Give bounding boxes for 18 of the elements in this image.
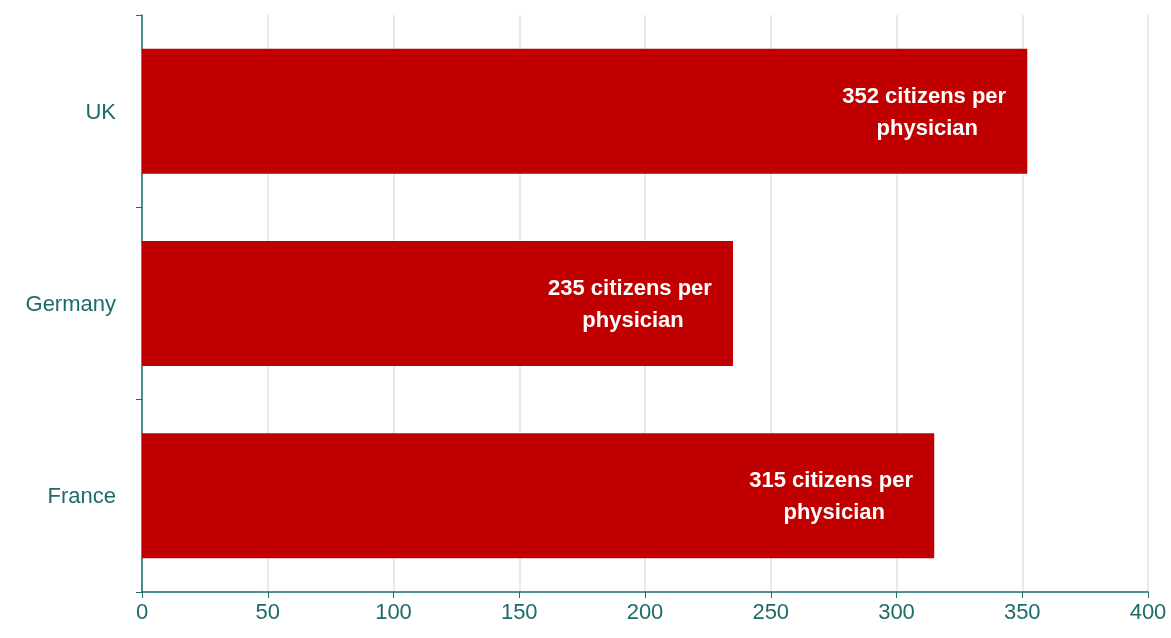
- bar: [142, 240, 734, 367]
- y-tick-label: UK: [85, 98, 117, 124]
- x-tick-label: 350: [1003, 598, 1041, 624]
- x-tick-label: 150: [500, 598, 538, 624]
- y-tick-label: France: [47, 483, 116, 509]
- bar: [142, 433, 935, 559]
- x-tick-label: 300: [878, 598, 915, 624]
- y-tick-label: Germany: [25, 291, 116, 316]
- x-tick-label: 0: [135, 598, 149, 624]
- data-label: 235 citizens per physician: [548, 275, 719, 332]
- data-label: 315 citizens per physician: [749, 467, 920, 525]
- x-tick-label: 200: [626, 598, 664, 624]
- bar: [142, 48, 1028, 174]
- x-tick-label: 50: [255, 598, 280, 624]
- data-label: 352 citizens per physician: [842, 82, 1013, 140]
- x-tick-label: 250: [752, 598, 790, 624]
- x-tick-label: 100: [375, 598, 412, 624]
- x-tick-label: 400: [1129, 598, 1167, 624]
